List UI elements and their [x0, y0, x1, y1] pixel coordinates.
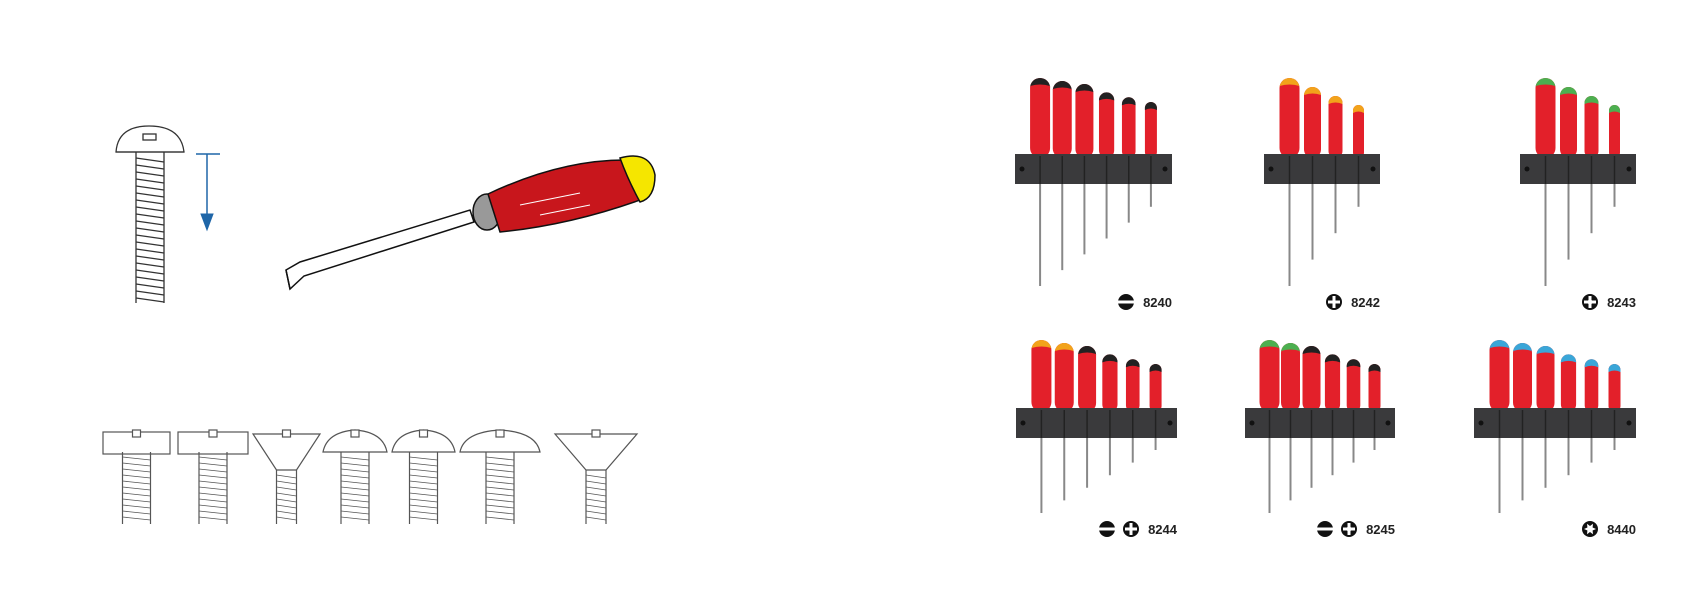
set-8240: 8240 [1015, 78, 1172, 310]
wall-rack [1520, 154, 1636, 184]
slotted-drive-icon [1118, 294, 1134, 310]
slotted-drive-icon [1317, 521, 1333, 537]
wall-rack [1474, 408, 1636, 438]
screw-head-raised-countersunk-head [391, 429, 456, 524]
set-code-label: 8440 [1607, 522, 1636, 537]
phillips-drive-icon [1326, 294, 1342, 310]
wall-rack [1264, 154, 1380, 184]
screwdriver [1489, 340, 1510, 513]
slotted-drive-icon [1099, 521, 1115, 537]
screwdriver [1078, 346, 1097, 488]
set-8244: 8244 [1016, 340, 1178, 537]
set-8242: 8242 [1264, 78, 1380, 310]
screw-head-mushroom-head [459, 429, 541, 524]
torx-drive-icon [1582, 521, 1598, 537]
arrow-down-icon [196, 153, 220, 232]
screwdriver [1328, 96, 1343, 234]
screwdriver-illustration [285, 155, 656, 291]
screw-diagram [115, 125, 185, 303]
set-8440: 8440 [1474, 340, 1636, 537]
screwdriver [1302, 346, 1321, 488]
wall-rack [1015, 154, 1172, 184]
screwdriver [1584, 359, 1599, 463]
screw-head-countersunk-head [251, 429, 322, 524]
screwdriver [1279, 78, 1300, 286]
set-code-label: 8240 [1143, 295, 1172, 310]
set-8245: 8245 [1245, 340, 1395, 537]
screw-head-flat-countersunk-head [553, 429, 639, 524]
pozidriv-drive-icon [1582, 294, 1598, 310]
wall-rack [1245, 408, 1395, 438]
screwdriver-sets: 8240 8242 8243 8244 8245 8440 [1015, 78, 1636, 537]
screwdriver [1560, 354, 1577, 476]
set-code-label: 8244 [1148, 522, 1178, 537]
screw-head-pan-head [322, 429, 388, 524]
phillips-drive-icon [1123, 521, 1139, 537]
set-code-label: 8245 [1366, 522, 1395, 537]
screw-head-flat-cylinder-head [177, 429, 249, 524]
set-code-label: 8243 [1607, 295, 1636, 310]
pozidriv-drive-icon [1341, 521, 1357, 537]
wall-rack [1016, 408, 1177, 438]
screwdriver [1098, 92, 1115, 239]
screw-head-types [102, 429, 639, 524]
set-code-label: 8242 [1351, 295, 1380, 310]
set-8243: 8243 [1520, 78, 1636, 310]
screw-head-cheese-head [102, 429, 171, 524]
